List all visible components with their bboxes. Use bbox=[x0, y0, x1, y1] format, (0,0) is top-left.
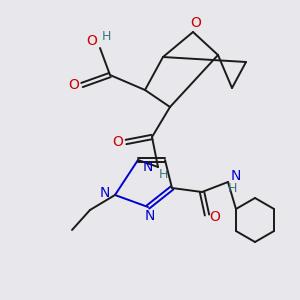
Text: N: N bbox=[100, 186, 110, 200]
Text: O: O bbox=[190, 16, 201, 30]
Text: H: H bbox=[101, 29, 111, 43]
Text: O: O bbox=[87, 34, 98, 48]
Text: O: O bbox=[112, 135, 123, 149]
Text: N: N bbox=[145, 209, 155, 223]
Text: O: O bbox=[210, 210, 220, 224]
Text: H: H bbox=[158, 169, 168, 182]
Text: H: H bbox=[227, 182, 237, 196]
Text: N: N bbox=[231, 169, 241, 183]
Text: N: N bbox=[143, 160, 153, 174]
Text: O: O bbox=[69, 78, 80, 92]
